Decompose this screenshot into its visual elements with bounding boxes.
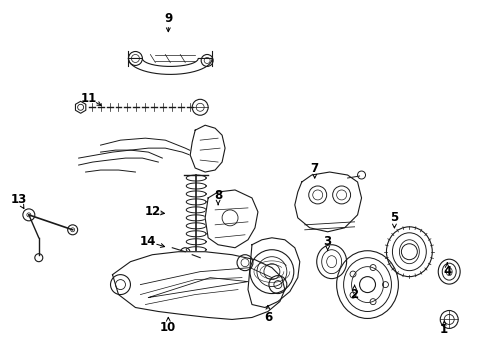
Text: 9: 9 [164, 12, 172, 25]
Polygon shape [113, 252, 285, 319]
Text: 5: 5 [391, 211, 398, 224]
Polygon shape [248, 238, 300, 307]
Text: 13: 13 [11, 193, 27, 206]
Polygon shape [128, 58, 212, 75]
Text: 2: 2 [350, 288, 359, 301]
Text: 12: 12 [144, 205, 161, 219]
Text: 1: 1 [440, 323, 448, 336]
Polygon shape [295, 172, 362, 232]
Text: 11: 11 [80, 92, 97, 105]
Polygon shape [75, 101, 86, 113]
Text: 10: 10 [160, 321, 176, 334]
Polygon shape [190, 125, 225, 172]
Text: 14: 14 [140, 235, 157, 248]
Polygon shape [205, 190, 258, 248]
Text: 7: 7 [311, 162, 319, 175]
Text: 6: 6 [264, 311, 272, 324]
Text: 3: 3 [323, 235, 332, 248]
Text: 8: 8 [214, 189, 222, 202]
Text: 4: 4 [443, 265, 451, 278]
